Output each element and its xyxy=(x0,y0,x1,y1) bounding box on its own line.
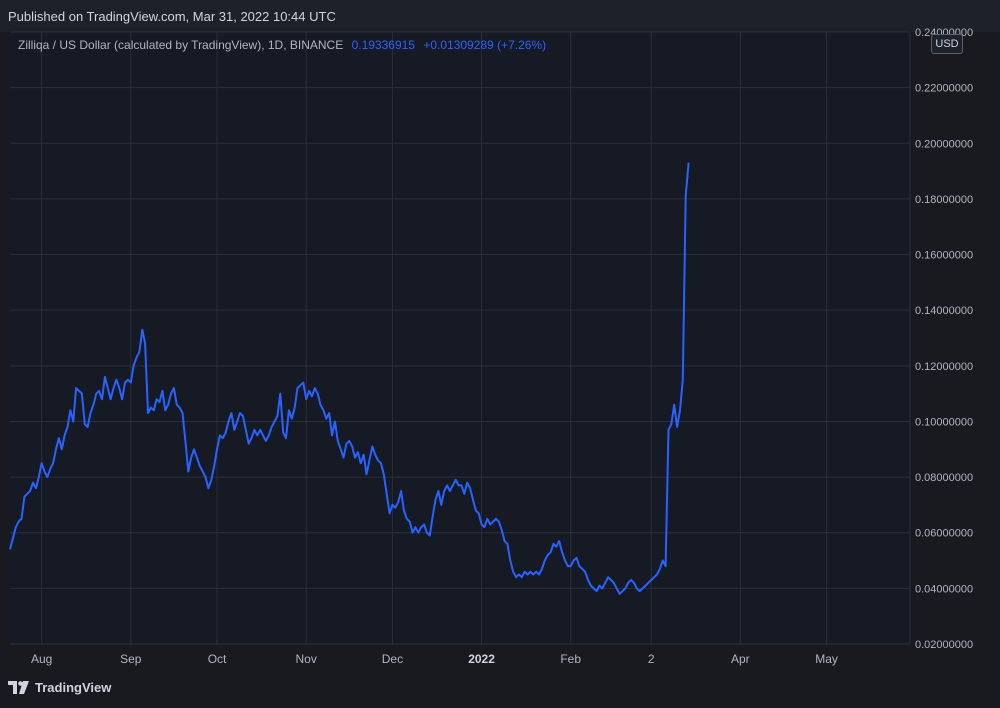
x-tick-label: Oct xyxy=(208,652,227,666)
price-change: +0.01309289 (+7.26%) xyxy=(423,38,547,52)
x-tick-label: 2022 xyxy=(468,652,495,666)
last-price: 0.19336915 xyxy=(351,38,415,52)
y-tick-label: 0.12000000 xyxy=(915,361,973,373)
y-tick-label: 0.16000000 xyxy=(915,250,973,262)
x-tick-label: 2 xyxy=(648,652,655,666)
price-line xyxy=(9,162,690,595)
x-tick-label: Aug xyxy=(31,652,52,666)
tradingview-brand: TradingView xyxy=(35,680,112,695)
y-tick-label: 0.04000000 xyxy=(915,583,973,595)
y-tick-label: 0.06000000 xyxy=(915,528,973,540)
x-tick-label: Sep xyxy=(120,652,142,666)
x-tick-label: Nov xyxy=(295,652,316,666)
y-tick-label: 0.20000000 xyxy=(915,138,973,150)
y-tick-label: 0.22000000 xyxy=(915,83,973,95)
tradingview-icon xyxy=(8,680,29,694)
y-tick-label: 0.02000000 xyxy=(915,639,973,651)
y-tick-label: 0.14000000 xyxy=(915,305,973,317)
currency-button[interactable]: USD xyxy=(931,34,963,54)
symbol-legend[interactable]: Zilliqa / US Dollar (calculated by Tradi… xyxy=(18,38,546,52)
y-tick-label: 0.08000000 xyxy=(915,472,973,484)
symbol-title: Zilliqa / US Dollar (calculated by Tradi… xyxy=(18,38,344,52)
tradingview-logo[interactable]: TradingView xyxy=(8,680,111,695)
y-tick-label: 0.18000000 xyxy=(915,194,973,206)
chart-panel[interactable] xyxy=(10,32,910,644)
x-tick-label: Apr xyxy=(731,652,750,666)
x-tick-label: May xyxy=(815,652,838,666)
published-bar: Published on TradingView.com, Mar 31, 20… xyxy=(0,0,1000,32)
x-tick-label: Dec xyxy=(382,652,403,666)
y-tick-label: 0.10000000 xyxy=(915,416,973,428)
published-text: Published on TradingView.com, Mar 31, 20… xyxy=(8,9,336,24)
x-tick-label: Feb xyxy=(560,652,581,666)
